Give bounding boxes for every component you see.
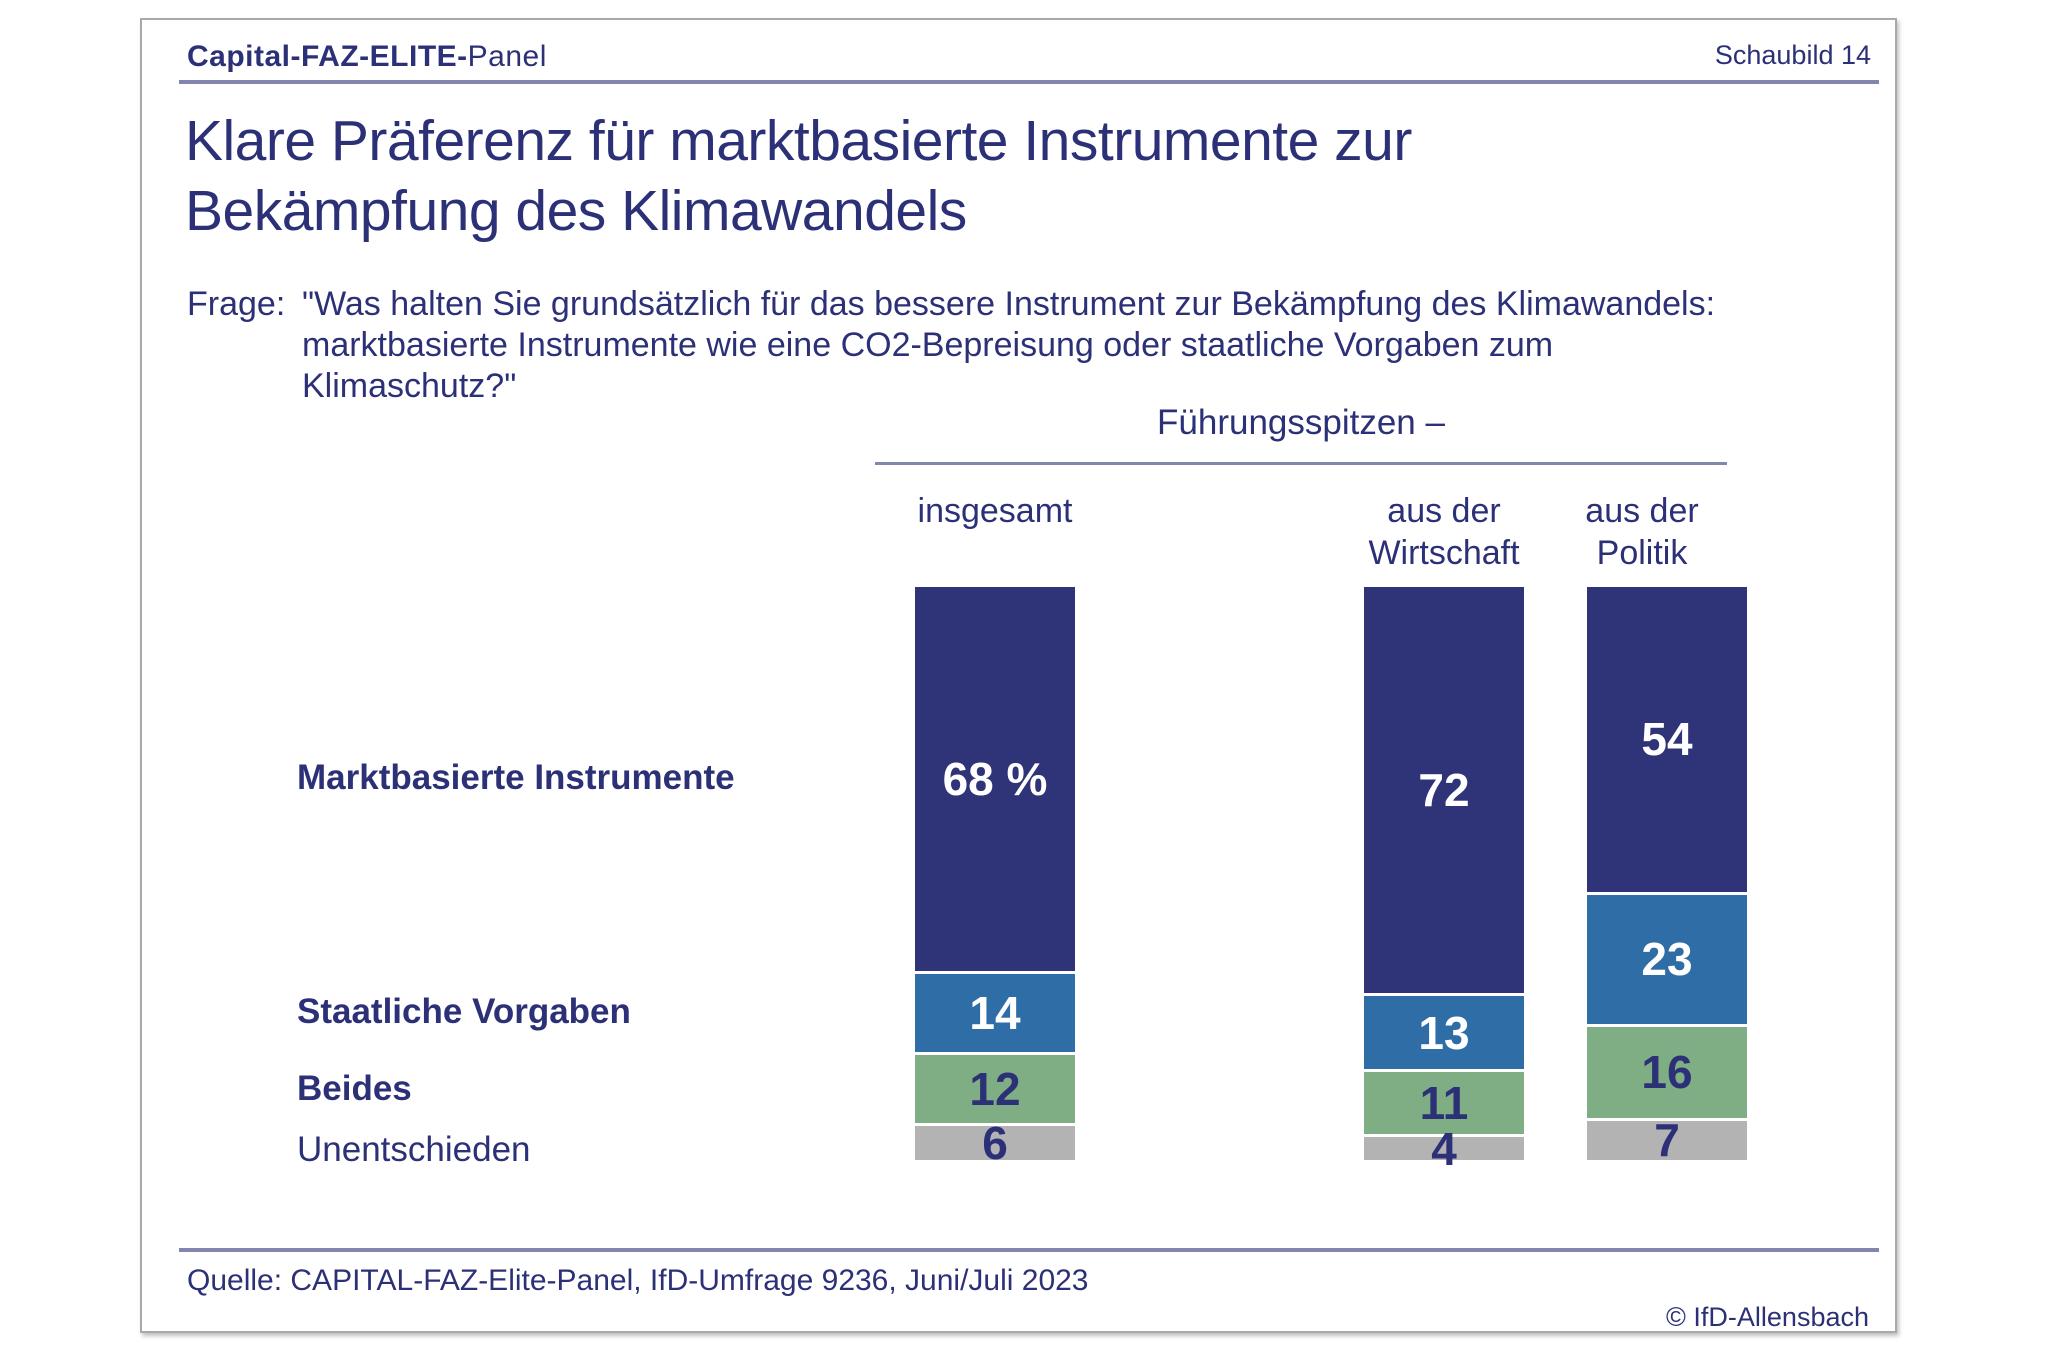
bar-value-label: 11 xyxy=(1419,1077,1469,1130)
bar-segment-unentschieden: 6 xyxy=(915,1120,1075,1166)
question-body: "Was halten Sie grundsätzlich für das be… xyxy=(302,284,1715,407)
row-label-staatliche-vorgaben: Staatliche Vorgaben xyxy=(297,992,631,1031)
group-header-title: Führungsspitzen – xyxy=(1157,403,1445,442)
column-label-line: aus der xyxy=(1387,492,1501,530)
bar-segment-beides: 12 xyxy=(915,1055,1075,1124)
page-title-line2: Bekämpfung des Klimawandels xyxy=(185,179,967,243)
bar-segment-marktbasierte-instrumente: 54 xyxy=(1587,587,1747,892)
row-label-marktbasierte-instrumente: Marktbasierte Instrumente xyxy=(297,758,735,797)
bar-column-insgesamt: 68 % 14 12 6 xyxy=(915,587,1075,1166)
footer-rule xyxy=(179,1248,1879,1252)
group-header-rule xyxy=(875,462,1727,465)
question-text: Frage: "Was halten Sie grundsätzlich für… xyxy=(187,284,1715,407)
copyright-note: © IfD-Allensbach xyxy=(1666,1302,1869,1332)
page-title: Klare Präferenz für marktbasierte Instru… xyxy=(185,106,1412,246)
bar-value-label: 23 xyxy=(1641,933,1693,986)
column-label-wirtschaft: aus der Wirtschaft xyxy=(1324,490,1564,574)
bar-value-label: 6 xyxy=(982,1117,1008,1170)
question-line2: marktbasierte Instrumente wie eine CO2-B… xyxy=(302,326,1554,364)
bar-segment-staatliche-vorgaben: 23 xyxy=(1587,894,1747,1025)
question-label: Frage: xyxy=(187,285,286,323)
bar-value-label: 13 xyxy=(1418,1006,1470,1059)
header-rule xyxy=(179,80,1879,84)
slide-number: Schaubild 14 xyxy=(1714,40,1871,70)
bar-column-wirtschaft: 72 13 11 4 xyxy=(1364,587,1524,1172)
bar-segment-beides: 16 xyxy=(1587,1027,1747,1118)
question-line1: "Was halten Sie grundsätzlich für das be… xyxy=(302,285,1716,323)
bar-value-label: 7 xyxy=(1654,1114,1680,1167)
bar-value-label: 16 xyxy=(1641,1046,1693,1099)
bar-value-label: 54 xyxy=(1641,713,1693,766)
bar-segment-unentschieden: 4 xyxy=(1364,1126,1524,1172)
bar-segment-marktbasierte-instrumente: 72 xyxy=(1364,587,1524,994)
bar-value-label: 4 xyxy=(1431,1122,1457,1175)
bar-column-politik: 54 23 16 7 xyxy=(1587,587,1747,1163)
bar-value-label: 14 xyxy=(969,986,1021,1039)
row-label-unentschieden: Unentschieden xyxy=(297,1130,531,1169)
brand-bold: Capital-FAZ-ELITE- xyxy=(187,40,468,73)
column-label-line: aus der xyxy=(1585,492,1699,530)
source-note: Quelle: CAPITAL-FAZ-Elite-Panel, IfD-Umf… xyxy=(187,1264,1089,1297)
page-title-line1: Klare Präferenz für marktbasierte Instru… xyxy=(185,109,1412,173)
column-label-line: Wirtschaft xyxy=(1368,534,1520,572)
slide: Capital-FAZ-ELITE-Panel Schaubild 14 Kla… xyxy=(140,18,1897,1333)
bar-value-label: 68 % xyxy=(942,752,1048,805)
column-label-politik: aus der Politik xyxy=(1522,490,1762,574)
bar-value-label: 12 xyxy=(969,1063,1021,1116)
brand: Capital-FAZ-ELITE-Panel xyxy=(187,40,547,74)
bar-segment-beides: 11 xyxy=(1364,1072,1524,1135)
column-label-line: insgesamt xyxy=(917,492,1073,530)
bar-segment-staatliche-vorgaben: 14 xyxy=(915,973,1075,1053)
bar-value-label: 72 xyxy=(1418,764,1470,817)
row-label-beides: Beides xyxy=(297,1069,412,1108)
bar-segment-marktbasierte-instrumente: 68 % xyxy=(915,587,1075,971)
bar-segment-unentschieden: 7 xyxy=(1587,1117,1747,1163)
column-label-line: Politik xyxy=(1596,534,1688,572)
column-label-insgesamt: insgesamt xyxy=(895,490,1095,532)
brand-regular: Panel xyxy=(467,40,547,73)
question-line3: Klimaschutz?" xyxy=(302,367,517,405)
bar-segment-staatliche-vorgaben: 13 xyxy=(1364,996,1524,1070)
